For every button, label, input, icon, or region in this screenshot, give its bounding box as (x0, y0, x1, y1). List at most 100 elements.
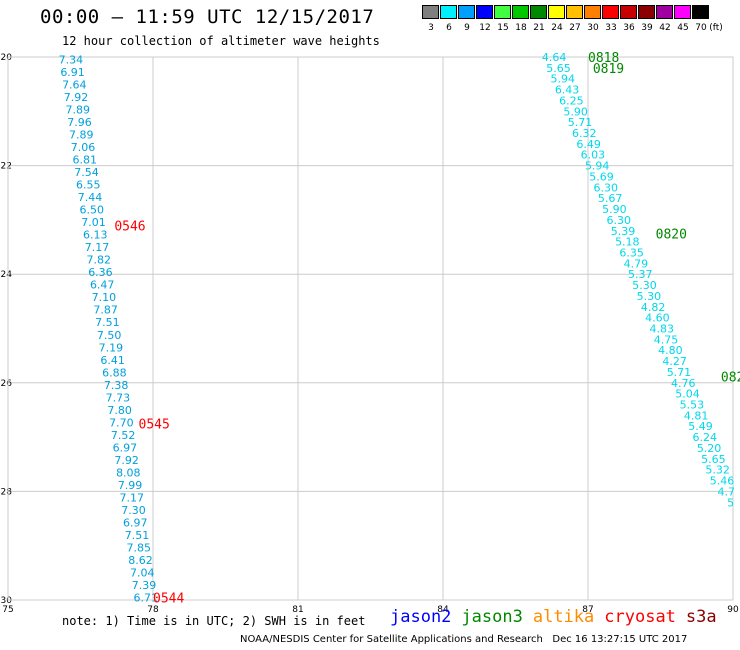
wave-height-label: 6.55 (76, 179, 101, 192)
wave-height-label: 6.47 (90, 279, 115, 292)
legend-unit: (ft) (709, 23, 723, 33)
wave-height-label: 5.30 (632, 279, 657, 292)
wave-height-label: 6.24 (693, 431, 718, 444)
wave-height-label: 5.39 (611, 225, 636, 238)
legend-label-39: 39 (641, 23, 653, 33)
wave-height-label: 5.37 (628, 268, 653, 281)
wave-height-label: 7.51 (95, 316, 120, 329)
legend-swatch-18 (512, 5, 529, 19)
legend-swatch-3 (422, 5, 439, 19)
wave-height-label: 4.82 (641, 301, 666, 314)
wave-height-label: 5.67 (598, 192, 623, 205)
lon-tick-label: 75 (2, 605, 13, 615)
legend-swatch-15 (494, 5, 511, 19)
wave-height-label: 5.49 (688, 420, 713, 433)
wave-height-label: 6.25 (559, 94, 584, 107)
wave-height-label: 7.19 (99, 341, 124, 354)
wave-height-label: 6.71 (134, 591, 159, 604)
wave-height-label: 6.50 (79, 204, 104, 217)
wave-height-label: 5.53 (680, 399, 705, 412)
wave-height-label: 8.62 (128, 554, 153, 567)
lon-tick-label: 84 (437, 605, 449, 615)
wave-height-label: 4.75 (654, 333, 679, 346)
satellite-cryosat: cryosat (604, 607, 676, 627)
lat-tick-label: -22 (0, 162, 12, 172)
wave-height-label: 4.79 (624, 257, 649, 270)
wave-height-label: 7.87 (93, 304, 118, 317)
wave-height-label: 7.17 (85, 241, 110, 254)
wave-height-label: 7.34 (59, 54, 84, 67)
wave-height-label: 6.41 (100, 354, 125, 367)
legend-swatch-42 (656, 5, 673, 19)
wave-height-label: 5.71 (667, 366, 692, 379)
lat-tick-label: -20 (0, 53, 12, 63)
wave-height-label: 7.96 (67, 116, 92, 129)
wave-height-label: 6.13 (83, 229, 108, 242)
wave-height-label: 7.82 (86, 254, 111, 267)
wave-height-label: 7.52 (111, 429, 136, 442)
wave-height-label: 7.30 (121, 504, 146, 517)
wave-height-label: 5.20 (697, 442, 722, 455)
legend-swatch-36 (620, 5, 637, 19)
wave-height-label: 5.71 (568, 116, 593, 129)
wave-height-label: 5 (727, 496, 734, 509)
legend-label-24: 24 (551, 23, 563, 33)
satellite-jason2: jason2 (390, 607, 452, 627)
map-title: 00:00 – 11:59 UTC 12/15/2017 (40, 6, 375, 28)
wave-height-label: 7.17 (120, 491, 145, 504)
wave-height-label: 7.10 (92, 291, 117, 304)
track-time-label: 0545 (139, 418, 170, 433)
lon-tick-label: 90 (727, 605, 739, 615)
wave-height-label: 4.7 (718, 485, 736, 498)
wave-height-label: 6.49 (576, 138, 601, 151)
wave-height-label: 5.65 (546, 62, 571, 75)
wave-height-label: 4.76 (671, 377, 696, 390)
wave-height-label: 7.70 (109, 416, 134, 429)
wave-height-label: 7.44 (78, 191, 103, 204)
legend-label-15: 15 (497, 23, 509, 33)
footer-note: note: 1) Time is in UTC; 2) SWH is in fe… (62, 614, 366, 628)
wave-height-label: 7.54 (74, 166, 99, 179)
wave-height-label: 7.06 (71, 141, 96, 154)
wave-height-label: 5.90 (563, 105, 588, 118)
legend-swatch-39 (638, 5, 655, 19)
wave-height-label: 6.03 (581, 149, 606, 162)
wave-height-label: 5.18 (615, 236, 640, 249)
wave-height-label: 7.85 (127, 541, 152, 554)
legend-label-3: 3 (428, 23, 434, 33)
legend-swatch-12 (476, 5, 493, 19)
wave-height-label: 7.38 (104, 379, 129, 392)
wave-height-label: 7.99 (118, 479, 143, 492)
wave-height-label: 7.51 (125, 529, 150, 542)
legend-label-33: 33 (605, 23, 617, 33)
wave-height-label: 6.36 (88, 266, 113, 279)
legend-swatch-24 (548, 5, 565, 19)
wave-height-label: 5.30 (637, 290, 662, 303)
wave-height-label: 6.81 (73, 154, 98, 167)
track-time-label: 0546 (114, 219, 145, 234)
satellite-jason3: jason3 (461, 607, 523, 627)
legend-label-9: 9 (464, 23, 470, 33)
legend-label-42: 42 (659, 23, 671, 33)
legend-label-30: 30 (587, 23, 599, 33)
wave-height-label: 7.89 (69, 129, 94, 142)
wave-height-label: 6.88 (102, 366, 127, 379)
satellite-altika: altika (532, 607, 595, 627)
wave-height-label: 5.32 (705, 464, 730, 477)
satellite-legend: jason2 jason3 altika cryosat s3a (390, 607, 727, 627)
lat-tick-label: -24 (0, 270, 12, 280)
map-frame (7, 56, 734, 601)
wave-height-label: 5.69 (589, 170, 614, 183)
track-time-label: 0818 (588, 51, 619, 66)
wave-height-label: 7.50 (97, 329, 122, 342)
legend-label-18: 18 (515, 23, 527, 33)
track-time-label: 0544 (153, 591, 184, 606)
wave-height-label: 7.04 (130, 566, 155, 579)
wave-height-label: 6.32 (572, 127, 597, 140)
wave-height-label: 5.04 (675, 388, 700, 401)
map-subtitle: 12 hour collection of altimeter wave hei… (62, 34, 380, 48)
legend-swatch-9 (458, 5, 475, 19)
legend-label-21: 21 (533, 23, 545, 33)
wave-height-label: 7.64 (62, 79, 87, 92)
